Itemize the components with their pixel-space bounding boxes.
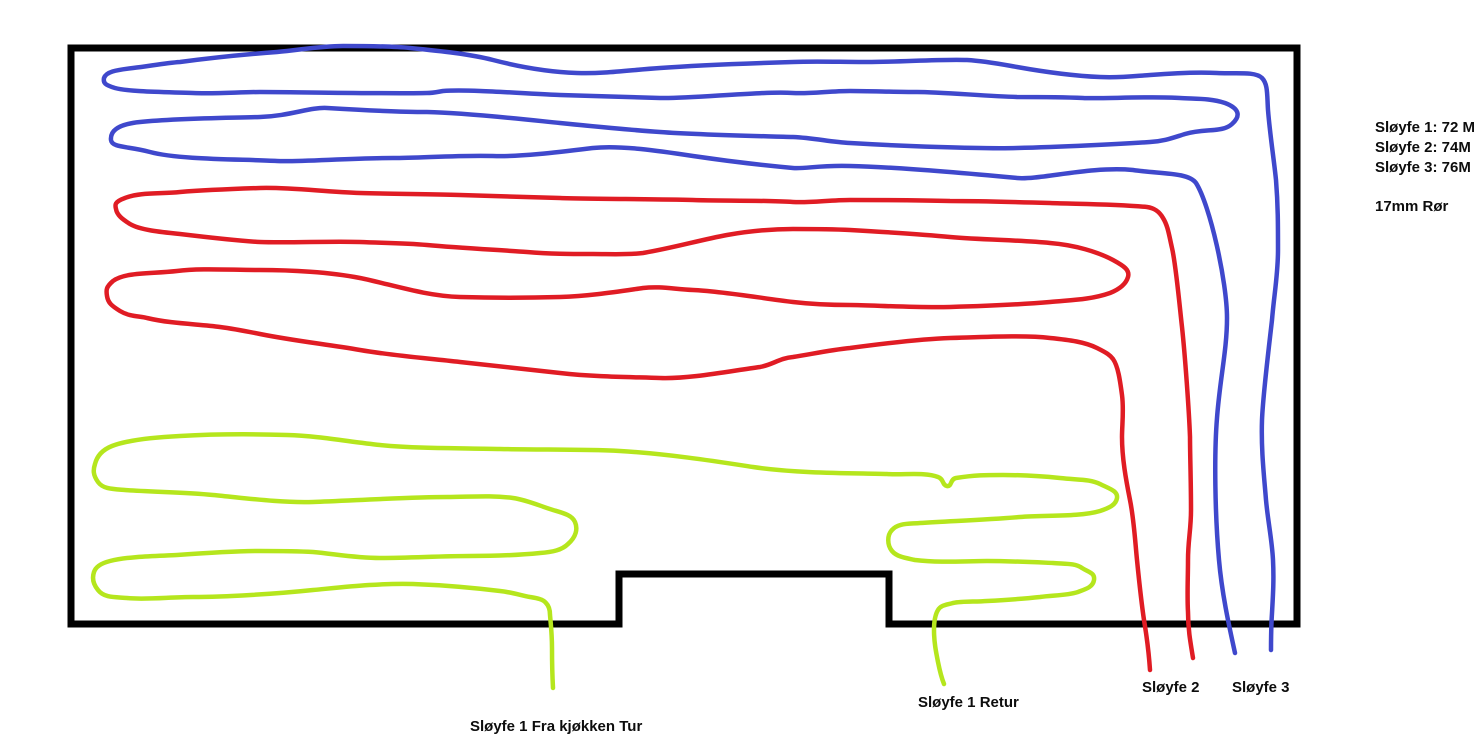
sloyfe-2-pipe bbox=[104, 185, 1196, 673]
sloyfe-3-pipe bbox=[101, 43, 1281, 656]
label-sloyfe2: Sløyfe 2 bbox=[1142, 679, 1200, 696]
room-outline bbox=[67, 44, 1301, 628]
sloyfe-1-pipe bbox=[90, 432, 1120, 691]
legend-loop2-length: Sløyfe 2: 74M bbox=[1375, 139, 1471, 156]
legend-loop3-length: Sløyfe 3: 76M bbox=[1375, 159, 1471, 176]
label-sloyfe1-retur: Sløyfe 1 Retur bbox=[918, 694, 1019, 711]
label-sloyfe3: Sløyfe 3 bbox=[1232, 679, 1290, 696]
legend-loop1-length: Sløyfe 1: 72 M bbox=[1375, 119, 1476, 136]
label-sloyfe1-tur: Sløyfe 1 Fra kjøkken Tur bbox=[470, 718, 643, 735]
pipe-dimension-note: 17mm Rør bbox=[1375, 198, 1449, 215]
legend-block: Sløyfe 1: 72 M Sløyfe 2: 74M Sløyfe 3: 7… bbox=[1375, 118, 1475, 178]
